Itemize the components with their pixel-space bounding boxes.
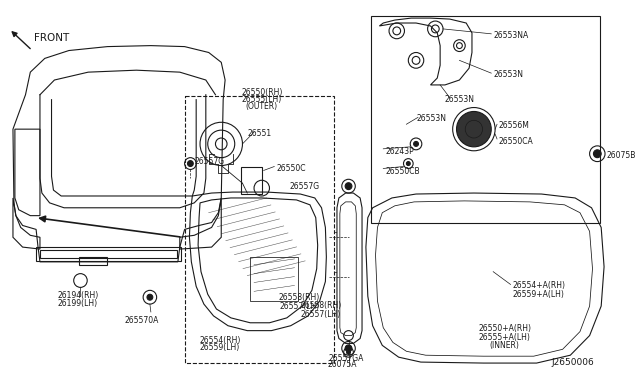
- Text: 26551: 26551: [247, 129, 271, 138]
- Text: 26555(LH): 26555(LH): [242, 95, 282, 104]
- Bar: [40, 250, 177, 258]
- Text: (INNER): (INNER): [490, 341, 520, 350]
- Text: 26199(LH): 26199(LH): [58, 299, 97, 308]
- Text: 26558(RH): 26558(RH): [278, 293, 319, 302]
- Text: 26554(RH): 26554(RH): [199, 336, 241, 344]
- Circle shape: [593, 150, 601, 158]
- Bar: [36, 247, 180, 261]
- Text: 26243P: 26243P: [385, 147, 414, 156]
- Text: 26550CA: 26550CA: [499, 137, 534, 146]
- Circle shape: [147, 294, 153, 300]
- Text: 26075B: 26075B: [607, 151, 636, 160]
- Text: 26557(LH): 26557(LH): [300, 310, 340, 319]
- Text: 26556M: 26556M: [499, 121, 530, 130]
- Circle shape: [456, 112, 492, 147]
- Text: 265570A: 265570A: [124, 316, 158, 325]
- Text: 26550+A(RH): 26550+A(RH): [478, 324, 531, 333]
- Text: 26553N: 26553N: [416, 115, 446, 124]
- Text: 26550CB: 26550CB: [385, 167, 420, 176]
- Circle shape: [345, 345, 352, 352]
- Text: 26194(RH): 26194(RH): [58, 291, 99, 300]
- Text: 26557G: 26557G: [195, 157, 225, 166]
- Bar: [371, 16, 600, 222]
- Bar: [250, 257, 298, 301]
- Text: 26550C: 26550C: [276, 164, 306, 173]
- Bar: [241, 167, 262, 194]
- Text: 26554+A(RH): 26554+A(RH): [513, 282, 566, 291]
- Text: 26559+A(LH): 26559+A(LH): [513, 290, 564, 299]
- Circle shape: [413, 141, 419, 146]
- Bar: [79, 257, 108, 265]
- Text: 26557G: 26557G: [289, 182, 319, 191]
- Text: 26553NA: 26553NA: [493, 31, 529, 40]
- Text: 26558(RH): 26558(RH): [300, 301, 342, 310]
- Text: 26553N: 26553N: [493, 70, 523, 79]
- Circle shape: [345, 183, 352, 190]
- Text: 26557(LH): 26557(LH): [279, 302, 319, 311]
- Circle shape: [347, 350, 351, 354]
- Text: FRONT: FRONT: [34, 33, 69, 43]
- Circle shape: [406, 161, 410, 166]
- Bar: [184, 96, 334, 363]
- Text: (OUTER): (OUTER): [246, 102, 278, 110]
- Text: 26075A: 26075A: [327, 360, 356, 369]
- Text: 26550(RH): 26550(RH): [241, 88, 282, 97]
- Text: 26557GA: 26557GA: [329, 354, 364, 363]
- Text: 26559(LH): 26559(LH): [199, 343, 239, 352]
- Text: J2650006: J2650006: [551, 358, 594, 367]
- Circle shape: [188, 161, 193, 167]
- Text: 26553N: 26553N: [445, 95, 475, 104]
- Text: 26555+A(LH): 26555+A(LH): [479, 333, 531, 341]
